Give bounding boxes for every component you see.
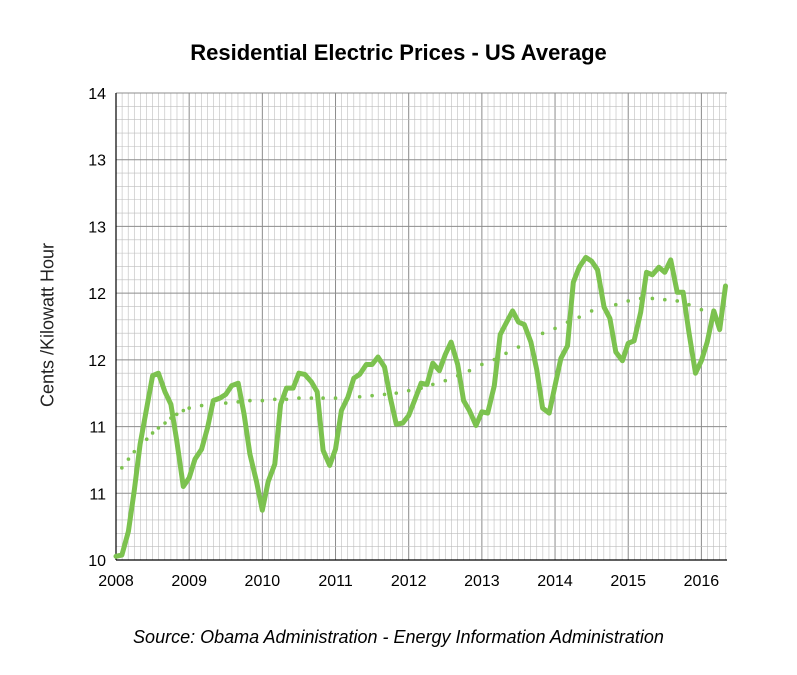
trend-dot	[443, 378, 448, 383]
chart-title: Residential Electric Prices - US Average	[190, 40, 607, 65]
source-caption: Source: Obama Administration - Energy In…	[133, 627, 664, 647]
trend-dot	[181, 408, 186, 413]
trend-dot	[284, 397, 289, 402]
trend-line-dots	[120, 296, 716, 470]
y-tick-label: 11	[89, 486, 106, 503]
trend-dot	[163, 421, 167, 425]
trend-dot	[504, 351, 508, 356]
trend-dot	[150, 431, 155, 435]
x-tick-labels: 2008 2009 2010 2011 2012 2013 2014 2015 2016	[98, 573, 719, 590]
trend-dot	[699, 307, 704, 312]
trend-dot	[272, 397, 277, 402]
x-tick-label: 2013	[464, 573, 500, 590]
trend-dot	[156, 426, 161, 430]
trend-dot	[687, 302, 691, 307]
trend-dot	[467, 368, 472, 373]
y-tick-labels: 10 11 11 12 12 13 13 14	[88, 86, 106, 570]
trend-dot	[553, 326, 557, 331]
trend-dot	[540, 331, 545, 336]
trend-dot	[406, 388, 411, 393]
chart-axes	[115, 93, 727, 561]
y-tick-label: 13	[88, 153, 106, 170]
trend-dot	[626, 299, 631, 303]
trend-dot	[297, 396, 301, 400]
y-tick-label: 12	[88, 353, 106, 370]
price-series-line	[113, 254, 728, 559]
trend-dot	[650, 296, 655, 301]
y-tick-label: 14	[88, 86, 106, 103]
trend-dot	[199, 403, 204, 408]
y-tick-label: 11	[89, 420, 106, 437]
trend-dot	[223, 401, 228, 405]
trend-dot	[675, 299, 680, 303]
trend-dot	[120, 466, 124, 470]
x-tick-label: 2016	[684, 573, 720, 590]
trend-dot	[382, 392, 387, 397]
trend-dot	[589, 309, 594, 313]
trend-dot	[370, 393, 374, 398]
x-tick-label: 2012	[391, 573, 427, 590]
trend-dot	[480, 362, 484, 367]
x-tick-label: 2014	[537, 573, 573, 590]
trend-dot	[126, 457, 131, 461]
x-tick-label: 2011	[318, 573, 353, 590]
trend-dot	[187, 406, 191, 410]
trend-dot	[132, 449, 137, 454]
y-tick-label: 10	[88, 553, 106, 570]
x-tick-label: 2009	[171, 573, 207, 590]
trend-dot	[144, 437, 149, 442]
x-tick-label: 2010	[245, 573, 281, 590]
trend-dot	[613, 302, 618, 307]
chart-grid	[115, 92, 727, 561]
trend-dot	[321, 396, 325, 400]
x-tick-label: 2015	[610, 573, 646, 590]
trend-dot	[577, 315, 581, 319]
trend-dot	[357, 395, 362, 399]
y-tick-label: 13	[88, 219, 106, 236]
trend-dot	[663, 297, 667, 302]
x-tick-label: 2008	[98, 573, 134, 590]
trend-dot	[431, 382, 435, 387]
trend-dot	[394, 391, 399, 395]
trend-dot	[248, 398, 252, 403]
trend-dot	[260, 398, 265, 403]
y-tick-label: 12	[88, 286, 106, 303]
trend-dot	[309, 396, 314, 400]
trend-dot	[516, 345, 521, 349]
trend-dot	[333, 396, 338, 400]
trend-dot	[174, 412, 179, 417]
